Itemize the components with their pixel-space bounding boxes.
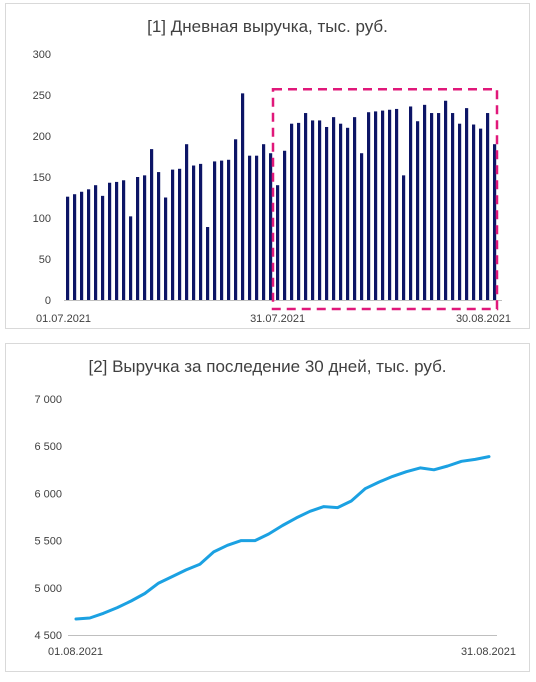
bar	[220, 160, 224, 300]
bar	[255, 155, 259, 300]
bar	[234, 139, 238, 300]
x-tick-label: 01.08.2021	[48, 646, 103, 658]
bar	[213, 161, 217, 300]
chart-title: [2] Выручка за последение 30 дней, тыс. …	[88, 357, 447, 376]
x-tick-label: 01.07.2021	[36, 313, 91, 325]
bar	[318, 120, 322, 300]
bar	[304, 113, 308, 300]
bar	[409, 106, 413, 300]
bar	[437, 113, 441, 300]
bar	[269, 153, 273, 300]
bar	[241, 93, 245, 300]
bar	[423, 104, 427, 300]
y-tick-label: 300	[33, 49, 51, 61]
bar	[143, 175, 147, 300]
y-tick-label: 200	[33, 131, 51, 143]
bar	[80, 191, 84, 300]
bar	[178, 168, 182, 300]
bar	[157, 172, 161, 300]
y-tick-label: 150	[33, 172, 51, 184]
y-tick-label: 100	[33, 213, 51, 225]
bar	[360, 153, 364, 300]
bar	[353, 117, 357, 300]
bar	[171, 169, 175, 300]
bar	[325, 126, 329, 300]
y-tick-label: 7 000	[34, 394, 62, 406]
bar	[227, 159, 231, 300]
y-tick-label: 5 500	[34, 536, 62, 548]
bar	[206, 227, 210, 300]
bar	[94, 185, 98, 300]
bar	[388, 109, 392, 300]
y-tick-label: 250	[33, 90, 51, 102]
bar	[290, 123, 294, 300]
y-tick-label: 6 500	[34, 441, 62, 453]
bar	[493, 144, 497, 300]
y-tick-label: 6 000	[34, 488, 62, 500]
x-tick-label: 31.08.2021	[461, 646, 516, 658]
bar	[479, 128, 483, 300]
bar	[192, 165, 196, 300]
bar	[486, 113, 490, 300]
bar	[339, 123, 343, 300]
bar	[395, 108, 399, 300]
bar	[381, 110, 385, 300]
bar	[430, 113, 434, 300]
bar	[101, 195, 105, 300]
bar	[73, 194, 77, 300]
bar	[311, 120, 315, 300]
y-tick-label: 4 500	[34, 630, 62, 642]
rolling-revenue-chart: 4 500 5 000 5 500 6 000 6 500 7 000 01.08.2021…	[34, 394, 516, 658]
x-tick-label: 30.08.2021	[456, 313, 511, 325]
bar	[416, 121, 420, 301]
bar	[465, 108, 469, 301]
bar	[402, 175, 406, 300]
bar	[458, 123, 462, 300]
bar	[332, 117, 336, 300]
y-tick-label: 5 000	[34, 583, 62, 595]
bar	[136, 177, 140, 300]
y-tick-label: 50	[39, 254, 51, 266]
bar	[122, 180, 126, 300]
daily-revenue-chart-panel: [1] Дневная выручка, тыс. руб. 0 50 100 150…	[5, 3, 530, 329]
revenue-line	[74, 455, 491, 621]
bar	[367, 112, 371, 300]
daily-revenue-chart: 0 50 100 150 200 250 300 01.07.2021 31.07.2021 30…	[33, 49, 511, 325]
bar	[374, 111, 378, 301]
chart-title: [1] Дневная выручка, тыс. руб.	[147, 17, 388, 36]
x-tick-label: 31.07.2021	[250, 313, 305, 325]
bar	[66, 196, 70, 300]
bar	[262, 144, 266, 300]
bar	[297, 122, 301, 300]
bar	[150, 149, 154, 300]
highlight-box	[271, 88, 499, 311]
bar	[451, 113, 455, 300]
bar	[472, 124, 476, 301]
bar	[164, 197, 168, 300]
rolling-revenue-chart-panel: [2] Выручка за последение 30 дней, тыс. …	[5, 343, 530, 672]
bar	[346, 127, 350, 300]
bar	[248, 155, 252, 300]
bar	[444, 100, 448, 301]
bar	[108, 182, 112, 300]
bar	[185, 144, 189, 300]
bar	[129, 216, 133, 300]
bar	[87, 189, 91, 300]
bar	[276, 185, 280, 300]
y-tick-label: 0	[45, 295, 51, 307]
bar	[283, 150, 287, 300]
bar	[115, 181, 119, 300]
bar	[199, 163, 203, 300]
